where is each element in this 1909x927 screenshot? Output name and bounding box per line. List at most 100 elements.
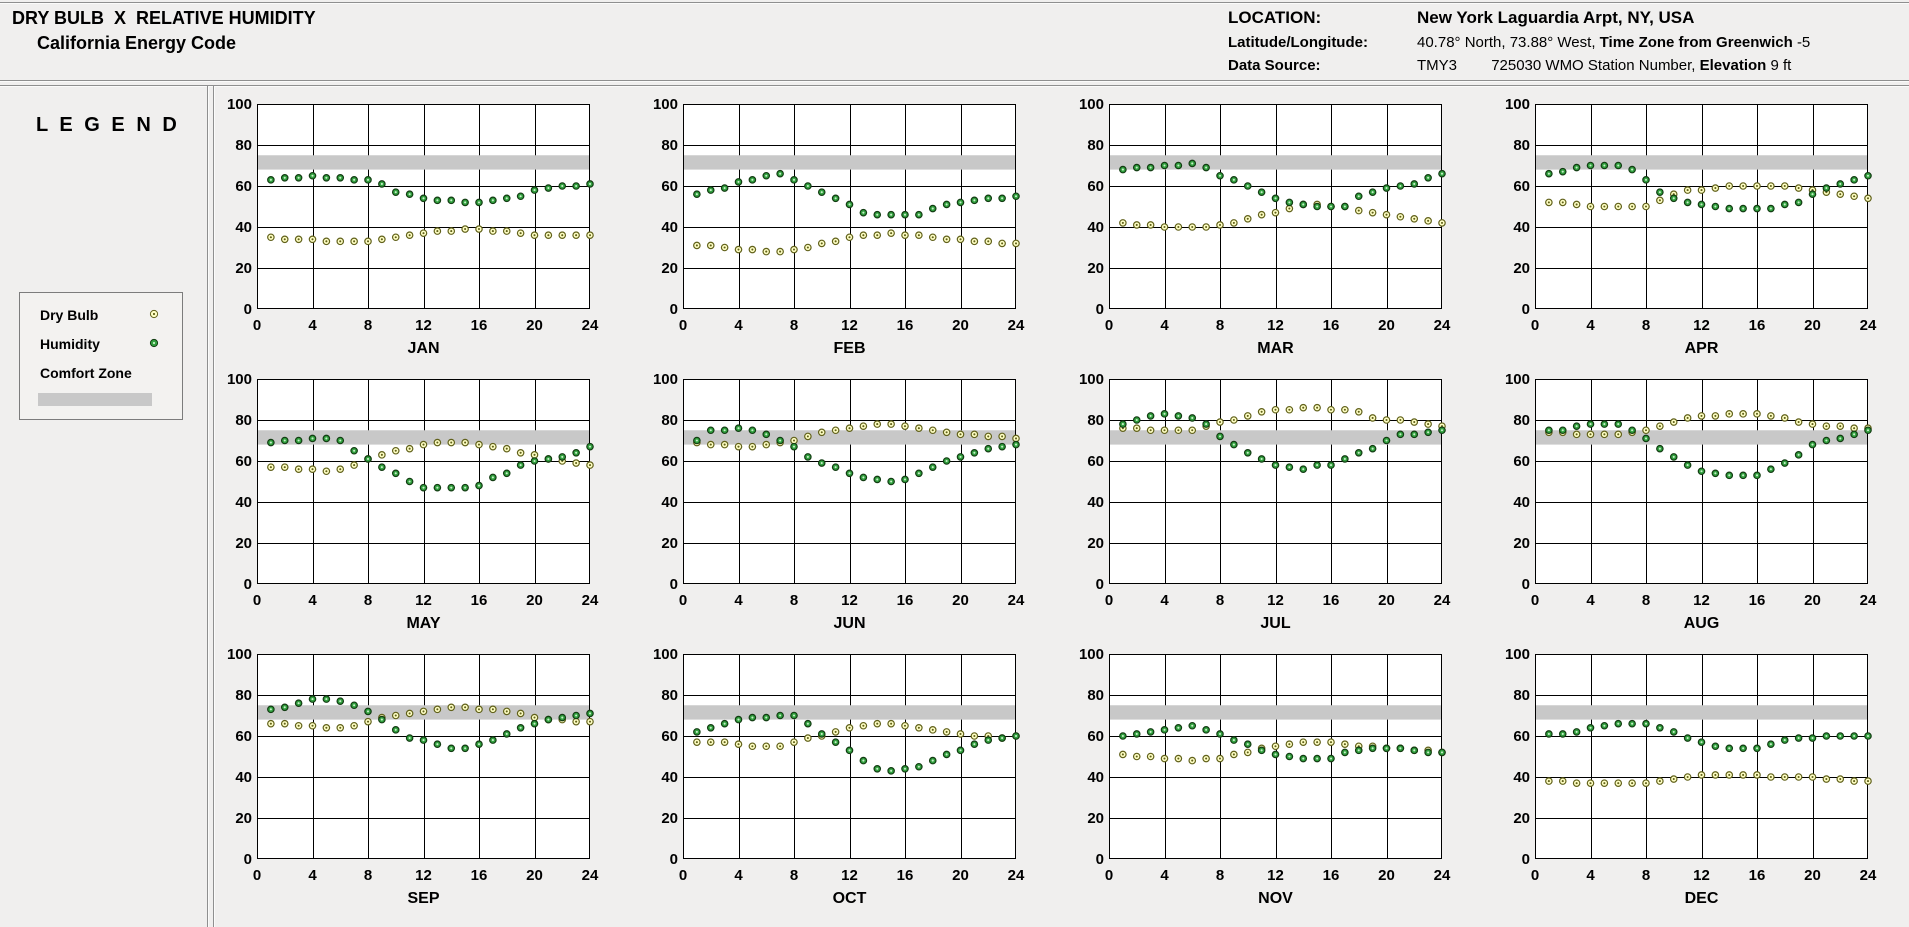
- y-tick-label: 80: [1513, 412, 1530, 429]
- humidity-dot: [475, 481, 483, 490]
- dry-bulb-dot: [790, 245, 798, 254]
- x-tick-label: 12: [1267, 317, 1284, 334]
- humidity-dot: [1850, 176, 1858, 184]
- dry-bulb-dot: [1725, 410, 1734, 418]
- dry-bulb-dot: [706, 738, 715, 746]
- y-tick-label: 20: [661, 535, 678, 552]
- x-tick-label: 0: [1531, 317, 1539, 334]
- x-tick-label: 8: [1216, 592, 1224, 609]
- humidity-dot: [817, 730, 826, 738]
- humidity-dot: [998, 442, 1006, 451]
- x-tick-label: 16: [471, 867, 488, 884]
- dry-bulb-dot: [720, 440, 729, 449]
- humidity-dot: [1257, 746, 1266, 755]
- humidity-dot: [942, 750, 951, 759]
- legend-sidebar: L E G E N D Dry Bulb Humidity Comfort Zo…: [0, 86, 207, 927]
- humidity-dot: [1850, 732, 1858, 740]
- humidity-dot: [693, 190, 701, 199]
- humidity-dot: [544, 455, 553, 463]
- x-tick-label: 20: [1804, 317, 1821, 334]
- x-tick-label: 8: [1216, 867, 1224, 884]
- charts-grid: 0 20 40 60 80 100 0 4 8 12 16 20 24 JAN 0 20 40 60 80 100 0 4…: [219, 80, 1909, 927]
- humidity-dot: [489, 736, 497, 744]
- y-tick-label: 0: [1096, 576, 1104, 593]
- humidity-dot: [1600, 161, 1609, 170]
- dry-bulb-dot: [1146, 221, 1155, 229]
- humidity-dot: [294, 699, 303, 708]
- humidity-dot: [1711, 469, 1720, 478]
- humidity-dot: [1683, 734, 1692, 742]
- dry-bulb-dot: [970, 732, 979, 740]
- dry-bulb-dot: [1780, 414, 1789, 422]
- dry-bulb-dot: [1822, 422, 1831, 430]
- humidity-dot: [1230, 440, 1238, 449]
- humidity-dot: [928, 756, 937, 765]
- humidity-dot: [1822, 732, 1831, 740]
- dry-bulb-dot: [1327, 738, 1335, 746]
- comfort-zone-swatch: [38, 393, 152, 406]
- data-points: [1545, 410, 1872, 480]
- location-value: New York Laguardia Arpt, NY, USA: [1417, 8, 1695, 27]
- y-tick-label: 100: [227, 371, 252, 388]
- humidity-dot: [572, 182, 580, 190]
- month-label: MAR: [1257, 340, 1294, 355]
- y-tick-label: 20: [235, 535, 252, 552]
- y-tick-label: 20: [661, 260, 678, 277]
- dry-bulb-dot: [336, 465, 345, 474]
- dry-bulb-dot: [970, 430, 979, 439]
- dry-bulb-dot: [308, 465, 317, 474]
- gridlines: [683, 654, 1016, 859]
- dry-bulb-dot: [720, 243, 729, 252]
- x-tick-label: 24: [1008, 867, 1025, 884]
- dry-bulb-dot: [1697, 412, 1706, 420]
- dry-bulb-dot: [1174, 426, 1183, 435]
- humidity-dot: [790, 176, 798, 184]
- datasource-label: Data Source:: [1228, 57, 1321, 74]
- x-tick-label: 24: [1434, 317, 1451, 334]
- humidity-dot: [1545, 730, 1553, 738]
- x-tick-label: 24: [1860, 317, 1877, 334]
- humidity-dot: [956, 746, 965, 755]
- dry-bulb-dot: [1257, 210, 1266, 219]
- x-tick-label: 16: [1749, 317, 1766, 334]
- humidity-dot: [970, 449, 979, 457]
- x-tick-label: 0: [679, 592, 687, 609]
- dry-bulb-dot: [1202, 754, 1210, 763]
- dry-bulb-dot: [350, 461, 358, 469]
- dry-bulb-dot: [502, 444, 511, 453]
- dry-bulb-dot: [693, 738, 701, 746]
- humidity-dot: [817, 188, 826, 196]
- x-tick-label: 0: [1105, 867, 1113, 884]
- y-tick-label: 100: [1079, 371, 1104, 388]
- humidity-dot: [1202, 726, 1210, 734]
- dry-bulb-dot: [419, 229, 428, 237]
- humidity-dot: [1243, 449, 1252, 457]
- humidity-dot: [776, 169, 784, 178]
- month-label: JAN: [407, 340, 439, 355]
- dry-bulb-dot: [1558, 198, 1567, 207]
- x-tick-label: 20: [526, 867, 543, 884]
- dry-bulb-dot: [984, 237, 993, 246]
- x-tick-label: 0: [253, 592, 261, 609]
- y-tick-label: 40: [1513, 494, 1530, 511]
- humidity-dot: [308, 695, 317, 703]
- y-tick-label: 40: [235, 769, 252, 786]
- legend-item-comfort-zone: Comfort Zone: [40, 365, 132, 381]
- plot-area: [683, 654, 1016, 859]
- dry-bulb-dot: [364, 717, 372, 726]
- humidity-dot: [873, 765, 882, 773]
- dry-bulb-dot: [845, 724, 854, 732]
- dry-bulb-dot: [405, 444, 414, 453]
- dry-bulb-dot: [544, 231, 553, 240]
- y-tick-label: 100: [1505, 371, 1530, 388]
- humidity-dot: [776, 436, 784, 445]
- dry-bulb-dot: [1188, 223, 1197, 231]
- y-tick-label: 0: [670, 851, 678, 868]
- dry-bulb-dot: [1767, 412, 1775, 420]
- y-tick-label: 80: [235, 687, 252, 704]
- y-tick-label: 40: [1087, 769, 1104, 786]
- x-tick-label: 12: [1693, 867, 1710, 884]
- dry-bulb-dot: [1642, 779, 1650, 787]
- humidity-dot: [1642, 719, 1650, 728]
- dry-bulb-dot: [572, 231, 580, 240]
